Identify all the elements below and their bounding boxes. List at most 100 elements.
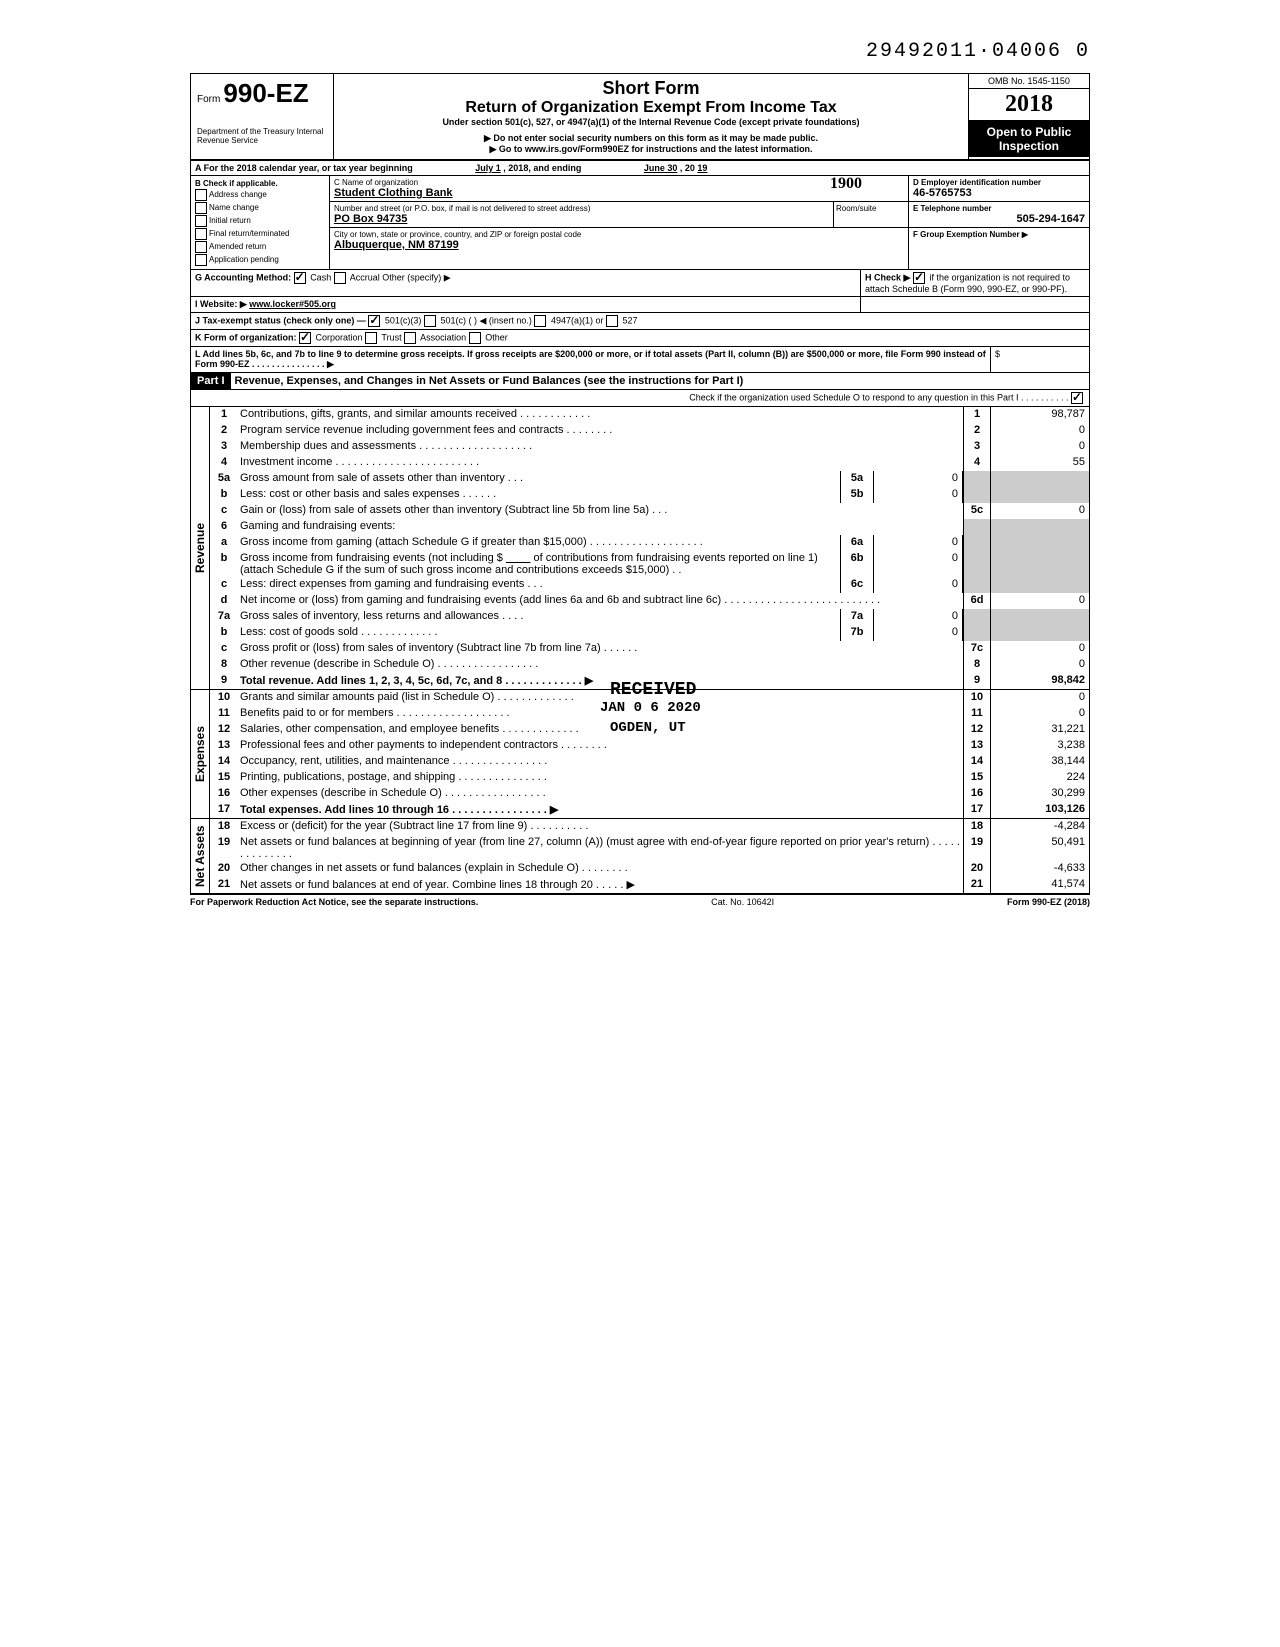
check-address[interactable] [195,189,207,201]
check-accrual[interactable] [334,272,346,284]
check-assoc[interactable] [404,332,416,344]
l13-val: 3,238 [990,738,1089,754]
l3-col: 3 [963,439,990,455]
opt-501c3: 501(c)(3) [385,315,422,325]
part1-title: Revenue, Expenses, and Changes in Net As… [231,373,748,389]
l21-col: 21 [963,877,990,893]
section-c: C Name of organization Student Clothing … [330,176,909,269]
l6c-desc: Less: direct expenses from gaming and fu… [238,577,840,593]
footer-right: Form 990-EZ (2018) [1007,897,1090,907]
l21-val: 41,574 [990,877,1089,893]
section-b-label: B Check if applicable. [195,179,325,188]
check-501c3[interactable] [368,315,380,327]
expenses-label: Expenses [190,690,209,818]
l21-num: 21 [210,877,238,893]
section-k: K Form of organization: Corporation Trus… [191,330,1089,346]
l19-col: 19 [963,835,990,861]
l18-val: -4,284 [990,819,1089,835]
l9-col: 9 [963,673,990,689]
l11-desc: Benefits paid to or for members . . . . … [238,706,963,722]
section-c-city-label: City or town, state or province, country… [334,230,904,239]
l6b-shade2 [990,551,1089,577]
section-l: L Add lines 5b, 6c, and 7b to line 9 to … [191,347,991,372]
l1-val: 98,787 [990,407,1089,423]
section-c-name-label: C Name of organization [334,178,904,187]
l6b-desc: Gross income from fundraising events (no… [238,551,840,577]
check-other-org[interactable] [469,332,481,344]
section-b: B Check if applicable. Address change Na… [191,176,330,269]
l20-desc: Other changes in net assets or fund bala… [238,861,963,877]
l15-val: 224 [990,770,1089,786]
tax-year: 2018 [969,89,1089,121]
check-name[interactable] [195,202,207,214]
check-schedule-o[interactable] [1071,392,1083,404]
section-i: I Website: ▶ www.locker#505.org [191,297,861,312]
footer-left: For Paperwork Reduction Act Notice, see … [190,897,478,907]
tax-year-end: 19 [697,163,707,173]
l12-col: 12 [963,722,990,738]
l15-num: 15 [210,770,238,786]
check-pending[interactable] [195,254,207,266]
goto-url: ▶ Go to www.irs.gov/Form990EZ for instru… [342,144,960,155]
l16-desc: Other expenses (describe in Schedule O) … [238,786,963,802]
check-final[interactable] [195,228,207,240]
open-public: Open to Public Inspection [969,121,1089,157]
check-501c[interactable] [424,315,436,327]
l20-col: 20 [963,861,990,877]
check-trust[interactable] [365,332,377,344]
website-url: www.locker#505.org [249,299,336,309]
opt-501c-insert: ) ◀ (insert no.) [474,315,532,325]
line-a: A For the 2018 calendar year, or tax yea… [191,161,1089,175]
l21-desc: Net assets or fund balances at end of ye… [238,877,963,893]
footer-center: Cat. No. 10642I [711,897,774,907]
l4-num: 4 [210,455,238,471]
l8-desc: Other revenue (describe in Schedule O) .… [238,657,963,673]
section-j-label: J Tax-exempt status (check only one) — [195,315,366,325]
l7b-subval: 0 [874,625,963,641]
l6b-subval: 0 [874,551,963,577]
l6b-num: b [210,551,238,577]
l11-num: 11 [210,706,238,722]
l2-num: 2 [210,423,238,439]
check-pending-label: Application pending [209,255,279,264]
l5c-col: 5c [963,503,990,519]
check-final-label: Final return/terminated [209,229,289,238]
l7b-shade [963,625,990,641]
l7c-desc: Gross profit or (loss) from sales of inv… [238,641,963,657]
l12-val: 31,221 [990,722,1089,738]
l6b-sub: 6b [840,551,874,577]
other-method-label: Other (specify) ▶ [382,272,450,282]
l7c-num: c [210,641,238,657]
cash-label: Cash [310,272,331,282]
l5c-num: c [210,503,238,519]
section-g-label: G Accounting Method: [195,272,291,282]
l7b-desc: Less: cost of goods sold . . . . . . . .… [238,625,840,641]
l6a-num: a [210,535,238,551]
l13-num: 13 [210,738,238,754]
check-schedule-b[interactable] [913,272,925,284]
l5a-shade2 [990,471,1089,487]
check-initial[interactable] [195,215,207,227]
l8-num: 8 [210,657,238,673]
l6a-subval: 0 [874,535,963,551]
opt-assoc: Association [420,332,466,342]
section-d-label: D Employer identification number [913,178,1085,187]
check-amended[interactable] [195,241,207,253]
under-section: Under section 501(c), 527, or 4947(a)(1)… [342,117,960,127]
l6a-shade [963,535,990,551]
l10-num: 10 [210,690,238,706]
ein: 46-5765753 [913,187,1085,199]
document-id: 29492011·04006 0 [190,40,1090,63]
check-4947[interactable] [534,315,546,327]
l9-desc: Total revenue. Add lines 1, 2, 3, 4, 5c,… [238,673,963,689]
section-h: H Check ▶ if the organization is not req… [861,270,1089,296]
l7c-col: 7c [963,641,990,657]
check-corp[interactable] [299,332,311,344]
l1-num: 1 [210,407,238,423]
l7a-num: 7a [210,609,238,625]
check-527[interactable] [606,315,618,327]
l14-desc: Occupancy, rent, utilities, and maintena… [238,754,963,770]
l14-val: 38,144 [990,754,1089,770]
l5c-val: 0 [990,503,1089,519]
check-cash[interactable] [294,272,306,284]
